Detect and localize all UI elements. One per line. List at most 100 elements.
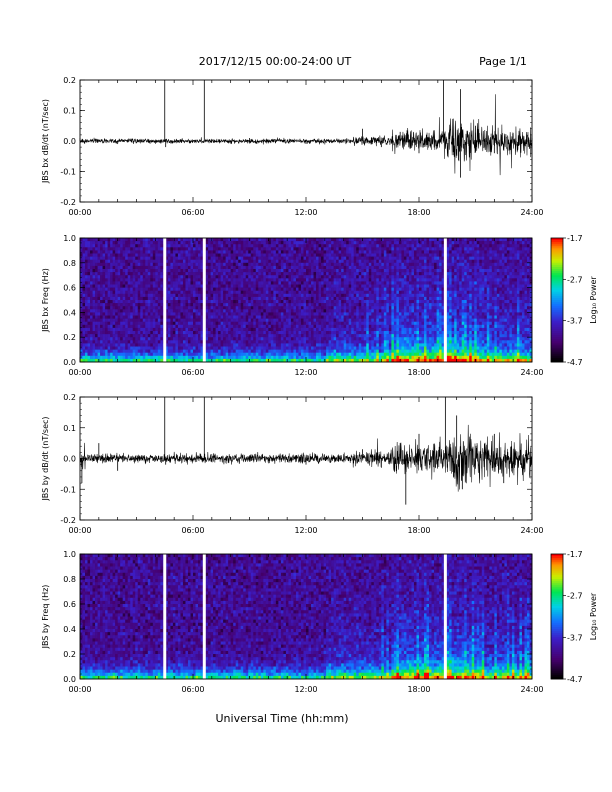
heatmap-cell: [127, 309, 131, 313]
heatmap-cell: [160, 334, 164, 338]
heatmap-cell: [346, 337, 349, 341]
heatmap-cell: [321, 309, 324, 313]
heatmap-cell: [230, 318, 234, 322]
heatmap-cell: [318, 331, 322, 335]
heatmap-cell: [283, 343, 287, 347]
heatmap-cell: [321, 272, 324, 276]
heatmap-cell: [313, 253, 317, 257]
heatmap-cell: [238, 265, 242, 270]
heatmap-cell: [218, 346, 221, 350]
heatmap-cell: [285, 256, 289, 260]
heatmap-cell: [205, 262, 209, 267]
heatmap-cell: [255, 259, 259, 264]
heatmap-cell: [107, 269, 111, 273]
heatmap-cell: [260, 352, 264, 357]
heatmap-cell: [326, 259, 329, 264]
heatmap-cell: [110, 358, 113, 363]
heatmap-cell: [100, 256, 103, 260]
heatmap-cell: [351, 334, 355, 338]
heatmap-cell: [323, 296, 327, 301]
heatmap-cell: [92, 309, 96, 313]
heatmap-cell: [240, 337, 244, 341]
heatmap-cell: [243, 250, 247, 254]
heatmap-cell: [190, 259, 194, 264]
heatmap-cell: [127, 343, 131, 347]
heatmap-cell: [132, 281, 136, 285]
heatmap-cell: [210, 352, 214, 357]
heatmap-cell: [115, 284, 118, 288]
heatmap-cell: [152, 352, 156, 357]
heatmap-cell: [366, 312, 370, 316]
heatmap-cell: [215, 250, 219, 254]
heatmap-cell: [373, 349, 377, 353]
heatmap-cell: [338, 250, 342, 254]
heatmap-cell: [303, 272, 307, 276]
heatmap-cell: [218, 284, 221, 288]
heatmap-cell: [275, 256, 279, 260]
heatmap-cell: [356, 253, 360, 257]
heatmap-cell: [145, 256, 149, 260]
heatmap-cell: [243, 321, 247, 326]
heatmap-cell: [145, 343, 149, 347]
heatmap-cell: [260, 343, 264, 347]
heatmap-cell: [328, 262, 332, 267]
heatmap-cell: [127, 290, 131, 295]
heatmap-cell: [373, 269, 377, 273]
heatmap-cell: [253, 287, 257, 291]
heatmap-cell: [187, 247, 191, 251]
heatmap-cell: [321, 306, 324, 310]
heatmap-cell: [165, 309, 169, 313]
heatmap-cell: [250, 262, 254, 267]
heatmap-cell: [177, 300, 181, 304]
heatmap-cell: [85, 262, 88, 267]
heatmap-cell: [371, 290, 375, 295]
heatmap-cell: [371, 287, 375, 291]
heatmap-cell: [137, 324, 141, 329]
heatmap-cell: [135, 247, 139, 251]
heatmap-cell: [172, 290, 176, 295]
heatmap-cell: [92, 321, 96, 326]
heatmap-cell: [225, 256, 229, 260]
heatmap-cell: [245, 303, 249, 307]
heatmap-cell: [353, 331, 357, 335]
heatmap-cell: [112, 250, 116, 254]
heatmap-cell: [336, 340, 339, 344]
heatmap-cell: [243, 318, 247, 322]
heatmap-cell: [240, 309, 244, 313]
heatmap-cell: [210, 346, 214, 350]
heatmap-cell: [378, 244, 382, 248]
heatmap-cell: [285, 352, 289, 357]
heatmap-cell: [127, 281, 131, 285]
heatmap-cell: [306, 300, 309, 304]
heatmap-cell: [356, 290, 360, 295]
heatmap-cell: [351, 349, 355, 353]
heatmap-cell: [346, 352, 349, 357]
heatmap-cell: [218, 352, 221, 357]
heatmap-cell: [326, 346, 329, 350]
heatmap-cell: [388, 312, 392, 316]
heatmap-cell: [130, 358, 134, 363]
heatmap-cell: [263, 306, 267, 310]
heatmap-cell: [368, 321, 372, 326]
heatmap-cell: [218, 275, 221, 279]
heatmap-cell: [220, 262, 224, 267]
heatmap-cell: [223, 334, 226, 338]
heatmap-cell: [107, 343, 111, 347]
heatmap-cell: [198, 337, 201, 341]
heatmap-cell: [336, 312, 339, 316]
heatmap-cell: [260, 272, 264, 276]
heatmap-cell: [137, 315, 141, 319]
heatmap-cell: [225, 358, 229, 363]
heatmap-cell: [313, 309, 317, 313]
heatmap-cell: [313, 318, 317, 322]
heatmap-cell: [145, 275, 149, 279]
heatmap-cell: [223, 315, 226, 319]
heatmap-cell: [268, 253, 272, 257]
heatmap-cell: [80, 272, 83, 276]
heatmap-cell: [160, 358, 164, 363]
heatmap-cell: [205, 312, 209, 316]
heatmap-cell: [326, 315, 329, 319]
heatmap-cell: [280, 306, 284, 310]
heatmap-cell: [243, 343, 247, 347]
heatmap-cell: [290, 324, 294, 329]
